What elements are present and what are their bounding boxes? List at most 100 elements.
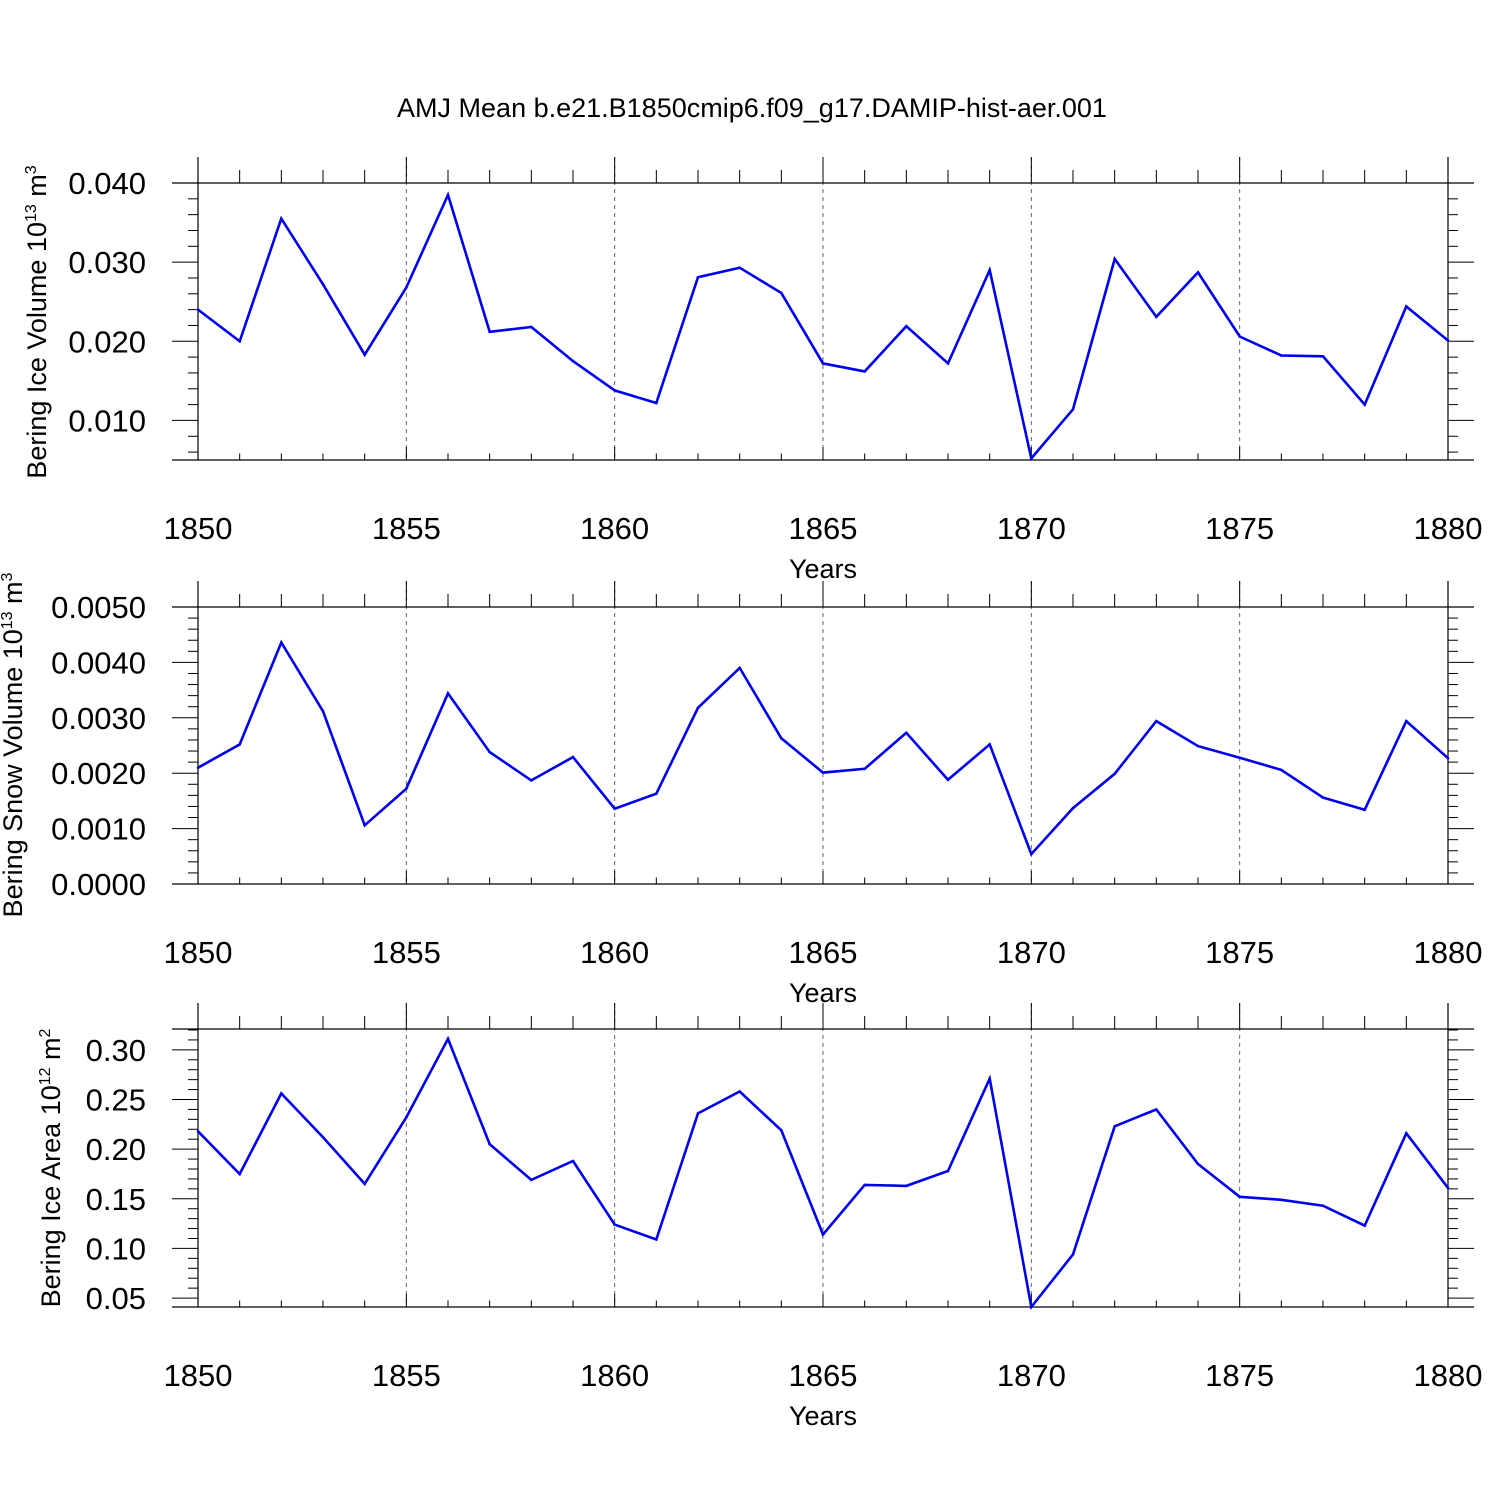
data-point [405,1116,408,1119]
data-point [488,330,491,334]
data-point [905,324,908,328]
data-point [1363,808,1366,812]
data-point [1030,457,1033,460]
data-point [280,217,283,220]
y-tick-label: 0.10 [86,1231,146,1266]
data-point [530,1178,533,1182]
data-point [780,736,783,740]
y-tick-label: 0.0030 [51,701,146,736]
x-tick-label: 1855 [372,511,441,546]
x-tick-label: 1850 [164,1358,233,1393]
x-axis-title: Years [789,554,857,584]
data-point [655,792,658,795]
data-point [1280,768,1283,772]
data-point [238,743,241,746]
data-point [1405,719,1408,723]
data-point [988,743,991,746]
data-point [280,641,283,644]
data-point [821,771,825,774]
data-point [1196,744,1200,748]
y-tick-label: 0.030 [68,245,146,280]
x-tick-label: 1855 [372,1358,441,1393]
x-tick-label: 1880 [1414,935,1483,970]
data-point [946,778,950,782]
data-point [1321,1204,1325,1208]
data-point [446,193,450,197]
panel-1: 0.010 0.020 0.030 0.040 1850 1855 1860 1865 1870… [22,157,1482,584]
y-tick-label: 0.0040 [51,645,146,680]
x-tick-label: 1875 [1205,1358,1274,1393]
data-point [321,1135,325,1139]
data-point [738,266,741,269]
data-point [905,1184,908,1188]
x-tick-label: 1880 [1414,1358,1483,1393]
data-point [1446,756,1450,760]
data-point [696,1112,700,1115]
x-tick-label: 1870 [997,935,1066,970]
y-tick-label: 0.0020 [51,756,146,791]
y-tick-label: 0.010 [68,403,146,438]
x-tick-label: 1875 [1205,935,1274,970]
data-point [1030,1305,1033,1309]
y-tick-label: 0.15 [86,1182,146,1217]
data-point [405,286,408,289]
data-point [1196,1162,1200,1166]
data-point [780,1128,783,1132]
x-tick-label: 1870 [997,1358,1066,1393]
y-axis-title: Bering Snow Volume 1013 m3 [0,572,28,917]
y-tick-label: 0.0010 [51,812,146,847]
data-point [321,709,325,713]
x-tick-label: 1880 [1414,511,1483,546]
data-point [363,353,366,357]
data-point [446,692,450,695]
data-point [946,362,950,365]
data-point [738,666,741,670]
data-point [363,823,366,827]
data-point [613,389,616,392]
data-point [1238,335,1241,338]
data-point [696,275,700,279]
data-point [1155,315,1158,319]
data-point [363,1182,366,1186]
data-point [238,1172,241,1176]
y-tick-label: 0.05 [86,1281,146,1316]
panel-2: 0.0000 0.0010 0.0020 0.0030 0.0040 0.0050 1850… [0,572,1482,1008]
data-point [1321,796,1325,799]
data-point [946,1169,950,1173]
data-point [655,401,658,405]
x-tick-label: 1850 [164,935,233,970]
data-point [1280,1198,1283,1202]
data-point [1446,1186,1450,1190]
y-tick-label: 0.25 [86,1082,146,1117]
data-point [196,1129,200,1133]
x-axis-title: Years [789,1401,857,1431]
data-point [1113,1125,1116,1128]
panel-3: 0.05 0.10 0.15 0.20 0.25 0.30 1850 1855 1860 1865… [36,1003,1482,1431]
data-point [280,1092,283,1095]
y-tick-label: 0.30 [86,1033,146,1068]
data-point [1155,1108,1158,1111]
data-point [1238,756,1241,759]
data-point [446,1037,450,1041]
chart-title: AMJ Mean b.e21.B1850cmip6.f09_g17.DAMIP-… [397,93,1107,123]
x-tick-label: 1850 [164,511,233,546]
data-point [1113,772,1116,776]
data-point [613,1223,616,1226]
data-point [571,1159,575,1163]
data-point [196,308,200,311]
data-point [238,339,241,343]
data-point [780,291,783,295]
data-point [488,1142,491,1146]
data-point [1030,852,1033,856]
data-point [530,779,533,782]
data-point [1405,1131,1408,1135]
x-tick-label: 1860 [580,511,649,546]
data-point [1280,354,1283,357]
data-point [863,370,866,373]
data-point [1071,1253,1075,1256]
data-point [488,750,491,754]
x-tick-label: 1860 [580,935,649,970]
data-point [1155,719,1158,723]
data-point [196,766,200,769]
x-tick-label: 1865 [789,1358,858,1393]
